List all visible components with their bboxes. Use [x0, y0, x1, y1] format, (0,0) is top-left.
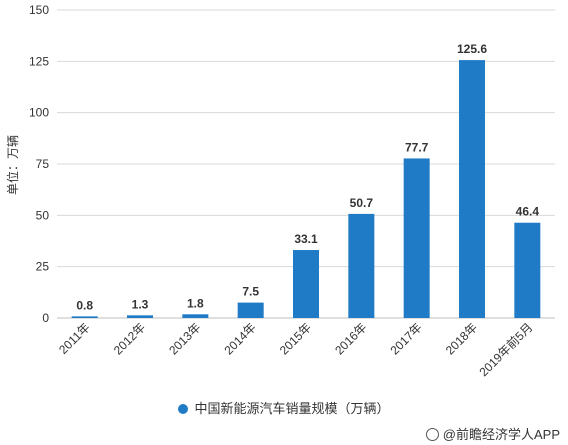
bar [403, 158, 430, 318]
x-tick-label: 2014年 [222, 320, 259, 357]
y-tick-label: 0 [42, 311, 49, 325]
y-tick-label: 75 [36, 157, 50, 171]
bars [71, 60, 541, 319]
bar [127, 315, 153, 318]
x-tick-label: 2018年 [443, 320, 480, 357]
bar [514, 222, 541, 318]
x-tick-label: 2017年 [388, 320, 425, 357]
bar [293, 250, 319, 318]
y-axis-ticks: 0 25 50 75 100 125 150 [29, 3, 49, 325]
value-label: 7.5 [242, 285, 259, 299]
x-tick-label: 2016年 [332, 320, 369, 357]
value-label: 33.1 [294, 232, 318, 246]
watermark: @前瞻经济学人APP [425, 424, 560, 443]
value-label: 0.8 [76, 298, 93, 312]
legend-dot-icon [178, 403, 189, 414]
bar [182, 314, 209, 318]
bar [459, 60, 485, 319]
y-tick-label: 25 [36, 260, 50, 274]
x-tick-label: 2013年 [166, 320, 203, 357]
value-label: 125.6 [457, 42, 487, 56]
value-label: 46.4 [516, 205, 540, 219]
watermark-text: @前瞻经济学人APP [442, 427, 560, 442]
x-tick-label: 2012年 [111, 320, 148, 357]
y-tick-label: 150 [29, 3, 49, 17]
value-label: 77.7 [405, 140, 429, 154]
logo-icon [425, 428, 439, 442]
gridlines [57, 9, 555, 319]
y-tick-label: 100 [29, 106, 49, 120]
x-axis-ticks: 2011年 2012年 2013年 2014年 2015年 2016年 2017年 2018年… [56, 320, 535, 380]
y-axis-label: 单位：万辆 [5, 135, 20, 195]
y-tick-label: 50 [36, 208, 50, 222]
x-tick-label: 2019年前5月 [476, 320, 536, 380]
x-tick-label: 2011年 [56, 320, 93, 357]
value-label: 50.7 [350, 196, 374, 210]
y-tick-label: 125 [29, 54, 49, 68]
legend: 中国新能源汽车销量规模（万辆） [0, 398, 568, 417]
bar [71, 316, 98, 318]
bar [237, 302, 264, 318]
x-tick-label: 2015年 [277, 320, 314, 357]
legend-label: 中国新能源汽车销量规模（万辆） [194, 401, 390, 416]
value-label: 1.8 [187, 296, 204, 310]
bar [348, 213, 375, 318]
value-labels: 0.8 1.3 1.8 7.5 33.1 50.7 77.7 125.6 46.4 [76, 42, 539, 312]
value-label: 1.3 [132, 297, 149, 311]
